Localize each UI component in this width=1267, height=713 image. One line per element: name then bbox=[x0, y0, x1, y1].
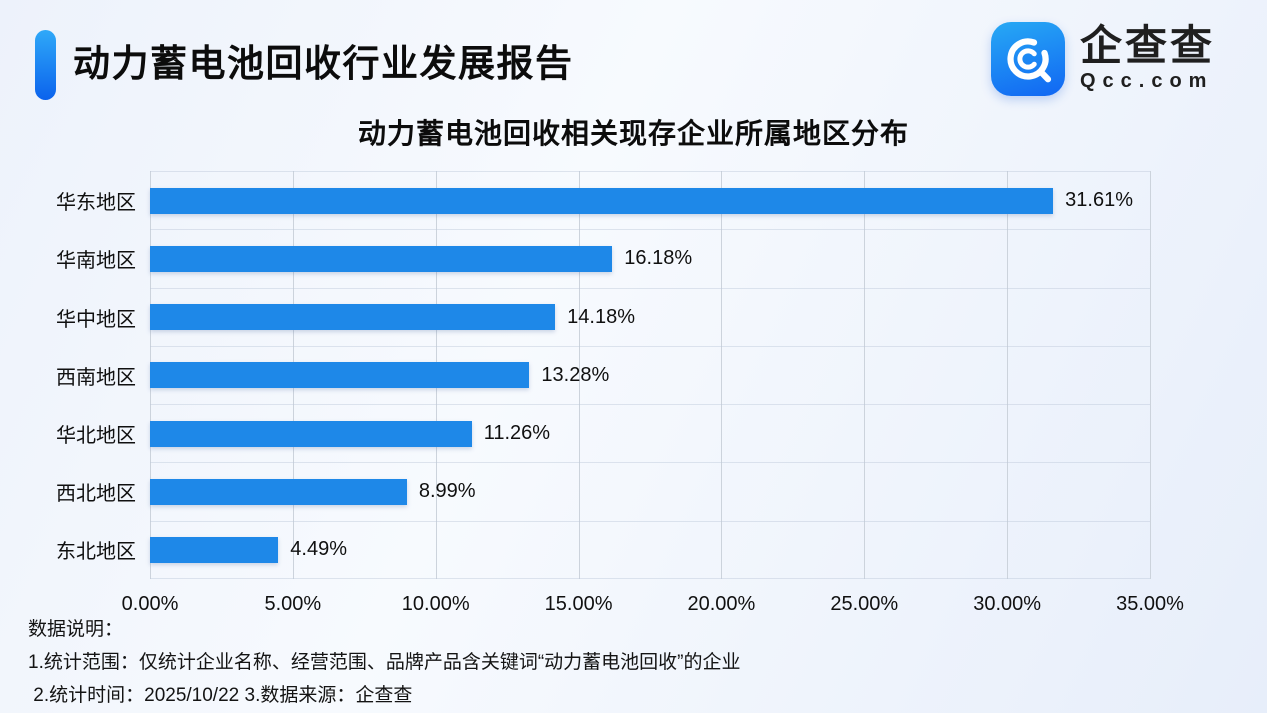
data-notes-label: 数据说明： bbox=[28, 619, 124, 640]
bar-华东地区 bbox=[150, 187, 1054, 214]
x-tick-label: 15.00% bbox=[544, 593, 613, 615]
qcc-domain: Qcc.com bbox=[1079, 69, 1214, 92]
category-label: 东北地区 bbox=[56, 541, 136, 564]
category-label: 华北地区 bbox=[56, 425, 136, 448]
gridline bbox=[721, 171, 723, 579]
value-label: 13.28% bbox=[541, 363, 610, 386]
bar-西北地区 bbox=[150, 478, 407, 505]
bar-华北地区 bbox=[150, 420, 472, 447]
magnifier-c-icon bbox=[1007, 38, 1052, 83]
bar-华中地区 bbox=[150, 304, 556, 331]
value-label: 16.18% bbox=[624, 247, 693, 270]
chart-row: 东北地区 4.49% bbox=[56, 520, 1150, 579]
chart-row: 华北地区 11.26% bbox=[56, 404, 1150, 462]
chart-row: 华南地区 16.18% bbox=[56, 229, 1150, 287]
category-label: 西南地区 bbox=[56, 366, 136, 389]
x-tick-label: 25.00% bbox=[830, 593, 899, 615]
qcc-brand-name: 企查查 bbox=[1079, 22, 1215, 70]
gridline bbox=[578, 171, 580, 579]
report-header: 动力蓄电池回收行业发展报告 企查查 Qcc.com bbox=[0, 0, 1267, 112]
category-label: 华中地区 bbox=[56, 308, 136, 331]
value-label: 14.18% bbox=[567, 305, 635, 328]
chart-row: 西南地区 13.28% bbox=[56, 345, 1150, 404]
gridline bbox=[1150, 171, 1151, 579]
title-accent-bar bbox=[35, 30, 56, 100]
x-axis: 0.00% 5.00% 10.00% 15.00% 20.00% 25.00% 30.00%… bbox=[122, 593, 1184, 623]
x-tick-label: 35.00% bbox=[1116, 593, 1184, 615]
x-tick-label: 30.00% bbox=[973, 593, 1042, 615]
value-label: 8.99% bbox=[418, 480, 476, 503]
chart-title: 动力蓄电池回收相关现存企业所属地区分布 bbox=[357, 118, 909, 149]
plot-area: 华东地区 31.61% 华南地区 16.18% 华中地区 14.18% 西南地区 13.28%… bbox=[56, 171, 1151, 579]
gridline bbox=[1007, 171, 1009, 579]
chart-row: 华东地区 31.61% bbox=[56, 171, 1150, 229]
x-tick-label: 20.00% bbox=[687, 593, 756, 615]
value-label: 31.61% bbox=[1065, 189, 1133, 212]
chart-row: 华中地区 14.18% bbox=[56, 287, 1150, 346]
bar-西南地区 bbox=[150, 362, 530, 389]
qcc-logo: 企查查 Qcc.com bbox=[990, 22, 1215, 96]
value-label: 4.49% bbox=[290, 538, 347, 561]
x-tick-label: 5.00% bbox=[264, 593, 322, 615]
qcc-logo-text: 企查查 Qcc.com bbox=[1079, 22, 1215, 93]
data-note-date-source: 2.统计时间：2025/10/22 3.数据来源：企查查 bbox=[28, 685, 413, 706]
value-label: 11.26% bbox=[483, 422, 551, 445]
x-tick-label: 0.00% bbox=[121, 593, 179, 615]
data-note-scope: 1.统计范围：仅统计企业名称、经营范围、品牌产品含关键词“动力蓄电池回收”的企业 bbox=[28, 652, 741, 673]
bar-东北地区 bbox=[150, 536, 279, 563]
category-label: 西北地区 bbox=[56, 483, 136, 506]
data-notes: 数据说明： 1.统计范围：仅统计企业名称、经营范围、品牌产品含关键词“动力蓄电池… bbox=[28, 613, 741, 712]
category-label: 华东地区 bbox=[56, 192, 136, 215]
category-label: 华南地区 bbox=[56, 250, 136, 273]
gridline bbox=[864, 171, 866, 579]
x-tick-label: 10.00% bbox=[401, 593, 470, 615]
bar-华南地区 bbox=[150, 245, 613, 272]
report-title: 动力蓄电池回收行业发展报告 bbox=[73, 43, 574, 84]
chart-row: 西北地区 8.99% bbox=[56, 462, 1150, 520]
qcc-logo-icon bbox=[990, 22, 1065, 96]
